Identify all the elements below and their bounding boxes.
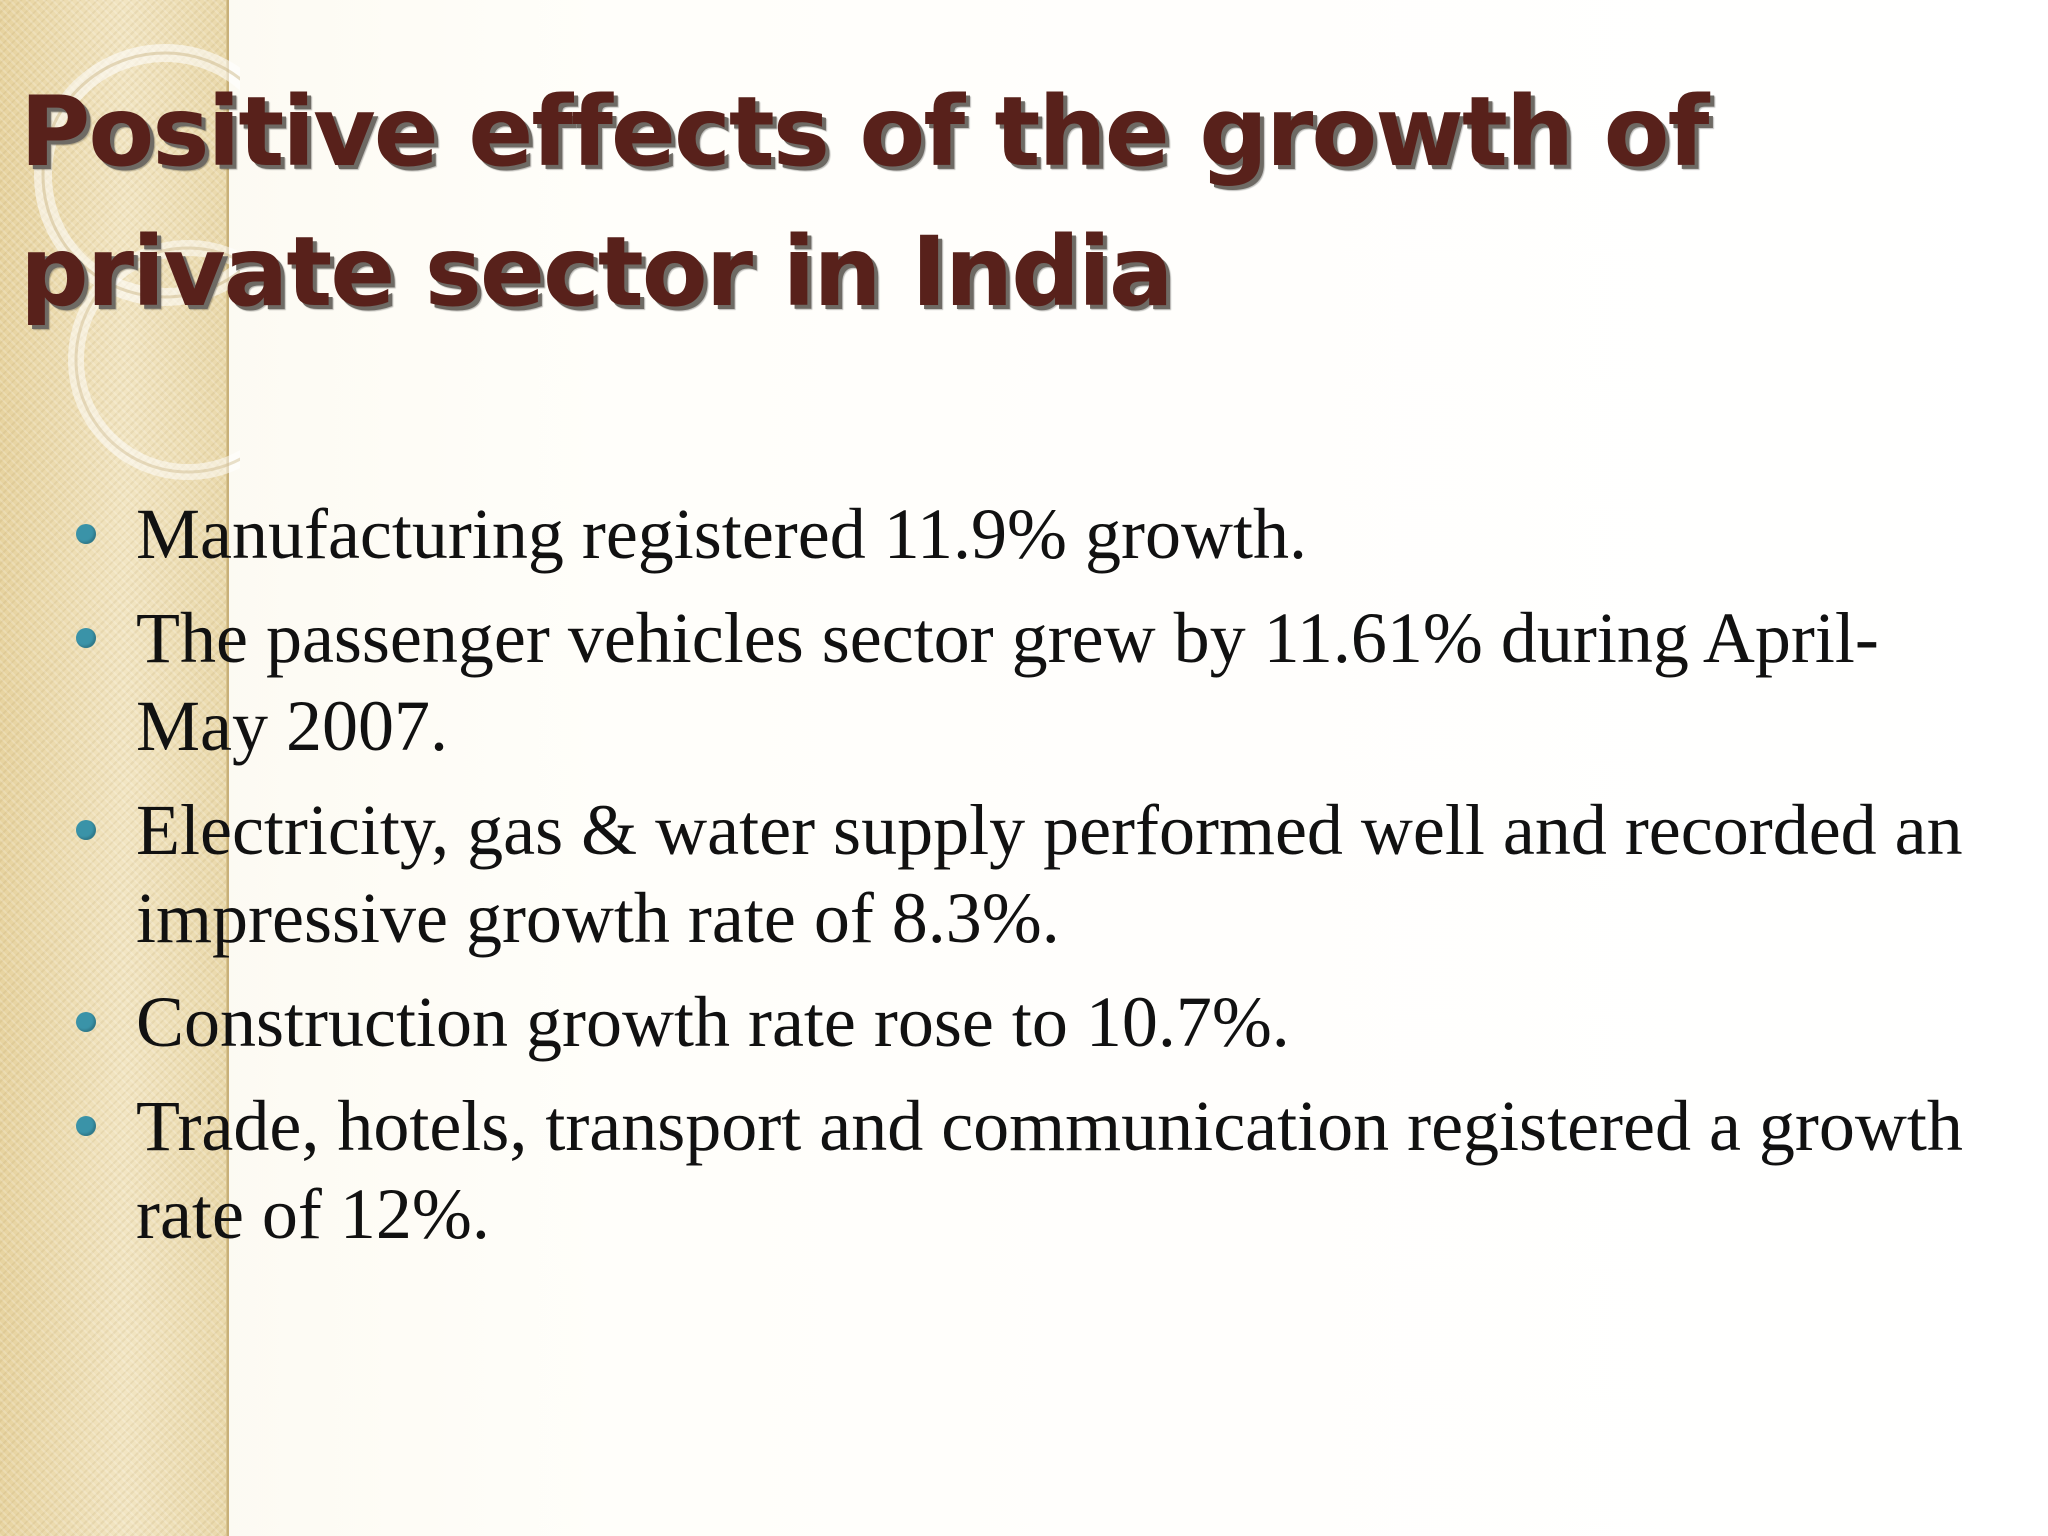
bullet-item: The passenger vehicles sector grew by 11…: [64, 594, 1964, 770]
round-bullet-icon: [76, 1116, 96, 1136]
bullet-text: Electricity, gas & water supply performe…: [136, 790, 1963, 958]
round-bullet-icon: [76, 628, 96, 648]
bullet-text: Manufacturing registered 11.9% growth.: [136, 494, 1307, 574]
bullet-text: The passenger vehicles sector grew by 11…: [136, 598, 1879, 766]
slide-title: Positive effects of the growth of privat…: [20, 76, 1709, 328]
round-bullet-icon: [76, 1012, 96, 1032]
bullet-item: Manufacturing registered 11.9% growth.: [64, 490, 1964, 578]
round-bullet-icon: [76, 820, 96, 840]
round-bullet-icon: [76, 524, 96, 544]
bullet-item: Construction growth rate rose to 10.7%.: [64, 978, 1964, 1066]
bullet-item: Electricity, gas & water supply performe…: [64, 786, 1964, 962]
bullet-list: Manufacturing registered 11.9% growth. T…: [64, 490, 1964, 1274]
bullet-text: Trade, hotels, transport and communicati…: [136, 1086, 1963, 1254]
bullet-item: Trade, hotels, transport and communicati…: [64, 1082, 1964, 1258]
bullet-text: Construction growth rate rose to 10.7%.: [136, 982, 1290, 1062]
